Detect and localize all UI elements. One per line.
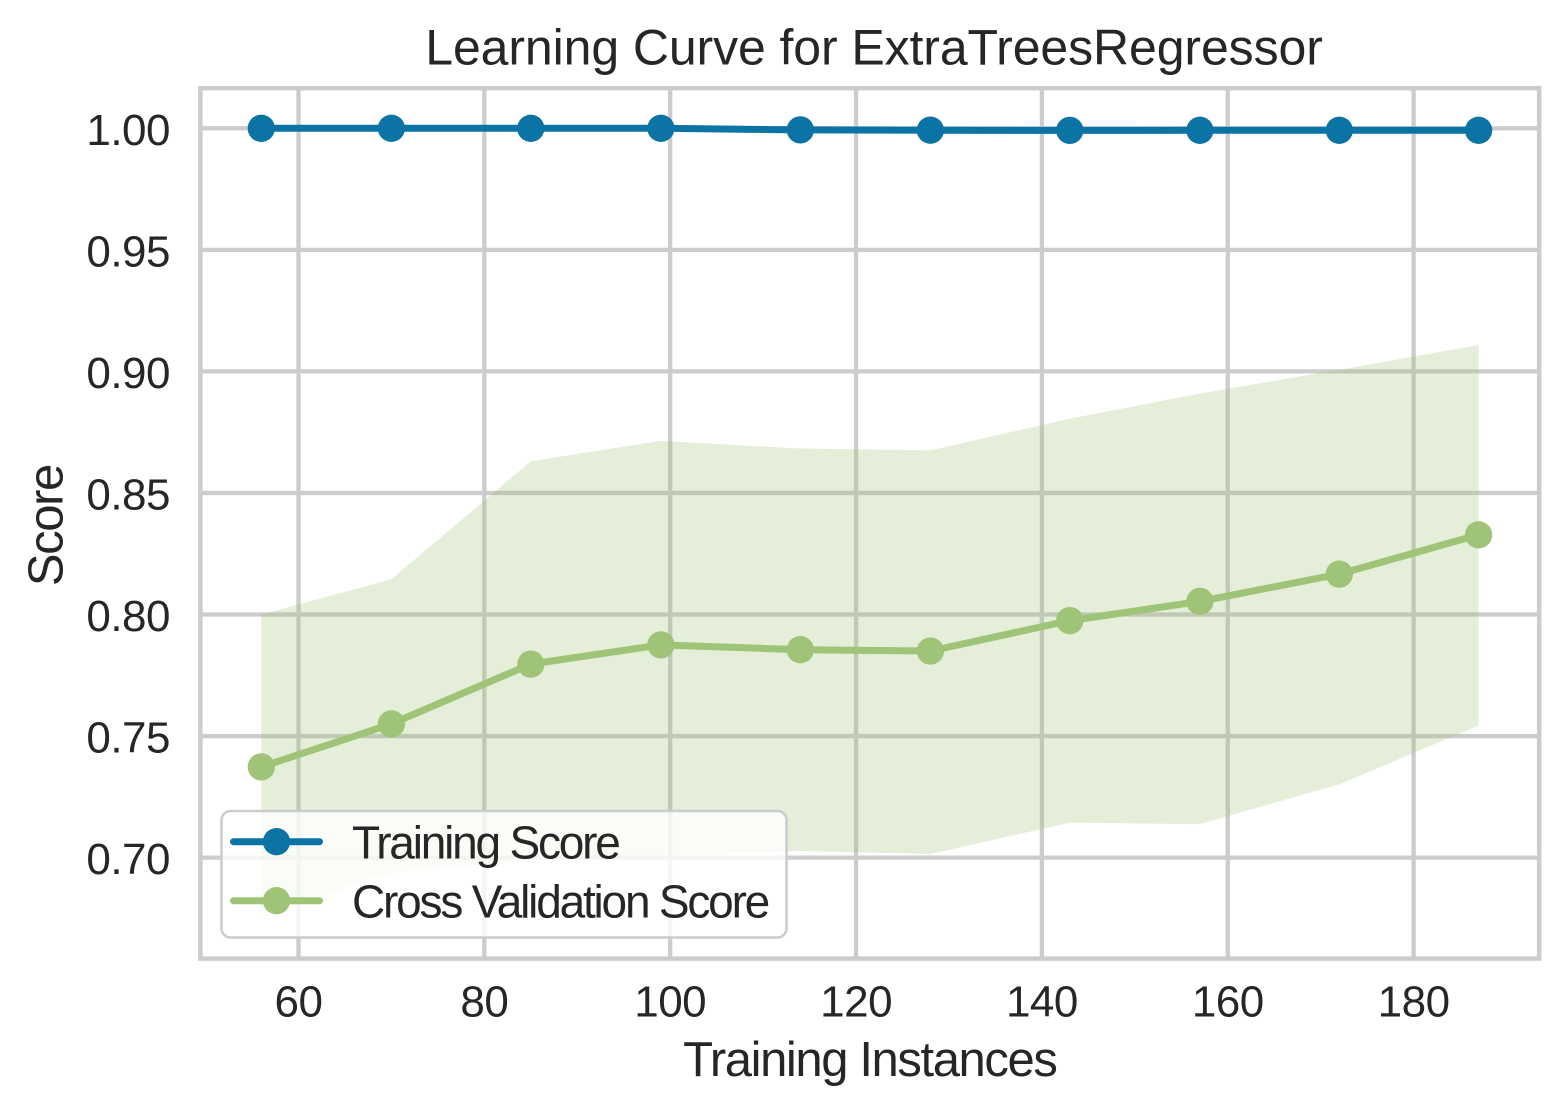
svg-text:140: 140	[1006, 977, 1078, 1026]
svg-text:80: 80	[460, 977, 508, 1026]
svg-text:1.00: 1.00	[86, 106, 170, 155]
svg-text:Cross Validation Score: Cross Validation Score	[352, 875, 769, 927]
svg-text:0.75: 0.75	[86, 714, 170, 763]
svg-text:100: 100	[634, 977, 706, 1026]
svg-text:120: 120	[820, 977, 892, 1026]
svg-text:Score: Score	[20, 465, 74, 586]
svg-text:0.70: 0.70	[86, 835, 170, 884]
svg-text:160: 160	[1192, 977, 1264, 1026]
svg-text:180: 180	[1378, 977, 1450, 1026]
svg-text:Learning Curve for ExtraTreesR: Learning Curve for ExtraTreesRegressor	[425, 20, 1323, 76]
svg-text:0.85: 0.85	[86, 471, 170, 520]
svg-text:0.90: 0.90	[86, 349, 170, 398]
svg-text:0.95: 0.95	[86, 228, 170, 277]
svg-text:60: 60	[275, 977, 323, 1026]
svg-text:0.80: 0.80	[86, 592, 170, 641]
svg-text:Training Score: Training Score	[352, 816, 619, 868]
svg-text:Training Instances: Training Instances	[683, 1033, 1056, 1087]
